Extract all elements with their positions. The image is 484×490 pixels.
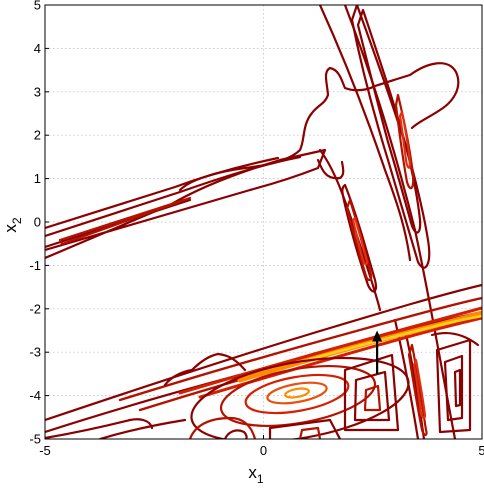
contour-lower-ridge-outer-top — [45, 283, 482, 422]
arrow-head — [372, 330, 383, 342]
contour-lines — [45, 5, 482, 439]
contour-bottom-box-4 — [298, 426, 322, 439]
y-axis-label-sub: 2 — [10, 217, 24, 224]
contour-bottom-box-7 — [363, 384, 382, 412]
y-axis-label: x2 — [1, 217, 24, 233]
y-tick-label-4: 4 — [34, 41, 41, 56]
y-tick-label-1: 1 — [34, 171, 41, 186]
contour-basin-1 — [190, 356, 410, 439]
contour-steep-band-4 — [398, 110, 412, 169]
y-tick-label--3: -3 — [29, 345, 41, 360]
contour-steep-mid-4 — [351, 216, 369, 266]
contour-right-rect-1 — [435, 338, 472, 434]
y-tick-label--2: -2 — [29, 301, 41, 316]
contour-upper-ridge-2 — [45, 155, 302, 238]
contour-lower-ridge-peak — [298, 314, 482, 364]
y-tick-label-2: 2 — [34, 128, 41, 143]
x-axis-label-sub: 1 — [257, 472, 264, 486]
y-tick-label--5: -5 — [29, 432, 41, 447]
contour-upper-ridge-4 — [58, 196, 192, 246]
contour-lower-ridge-inner-top — [178, 306, 482, 395]
contour-steep-lower-2 — [407, 343, 428, 436]
contour-bottom-box-2 — [223, 429, 248, 439]
x-tick-label-0: 0 — [260, 443, 267, 458]
contour-upper-ridge-outer — [45, 148, 327, 260]
contour-bottom-box-1 — [188, 416, 257, 439]
x-tick-label-5: 5 — [478, 443, 484, 458]
y-tick-label--4: -4 — [29, 388, 41, 403]
contour-basin-3 — [244, 373, 350, 415]
contour-upper-blob — [178, 62, 460, 192]
y-tick-label-0: 0 — [34, 215, 41, 230]
x-axis-label-main: x — [248, 463, 257, 482]
contour-bottom-box-5 — [343, 353, 400, 432]
contour-bottom-box-3 — [268, 418, 342, 439]
contour-lower-ridge-mid-top — [118, 296, 482, 402]
contour-basin-5 — [284, 387, 310, 399]
contour-bottom-left-tail — [98, 418, 187, 439]
contour-lower-left-bump — [163, 352, 247, 387]
contour-steep-outer-2 — [318, 5, 412, 262]
y-tick-label-5: 5 — [34, 0, 41, 13]
contour-right-rect-3 — [453, 368, 462, 408]
y-tick-label--1: -1 — [29, 258, 41, 273]
y-tick-label-3: 3 — [34, 84, 41, 99]
contour-steep-lower-3 — [412, 358, 427, 419]
contour-upper-blob-lower — [316, 158, 345, 180]
contour-right-rect-2 — [443, 354, 464, 422]
contour-lower-left-bump-2 — [45, 418, 154, 439]
contour-bottom-box-6 — [353, 370, 391, 422]
x-axis-label: x1 — [248, 463, 264, 486]
y-axis-label-main: x — [1, 224, 20, 233]
contour-steep-mid-1 — [318, 148, 382, 312]
contour-basin-4 — [266, 381, 328, 405]
contour-right-arc — [430, 331, 480, 347]
contour-steep-mid-2 — [341, 183, 377, 293]
gradient-arrow — [372, 330, 383, 374]
grid-lines — [45, 5, 482, 439]
ticks: -5 0 5 -5 -4 -3 -2 -1 0 1 2 3 4 5 — [29, 0, 484, 458]
x-tick-label--5: -5 — [39, 443, 51, 458]
